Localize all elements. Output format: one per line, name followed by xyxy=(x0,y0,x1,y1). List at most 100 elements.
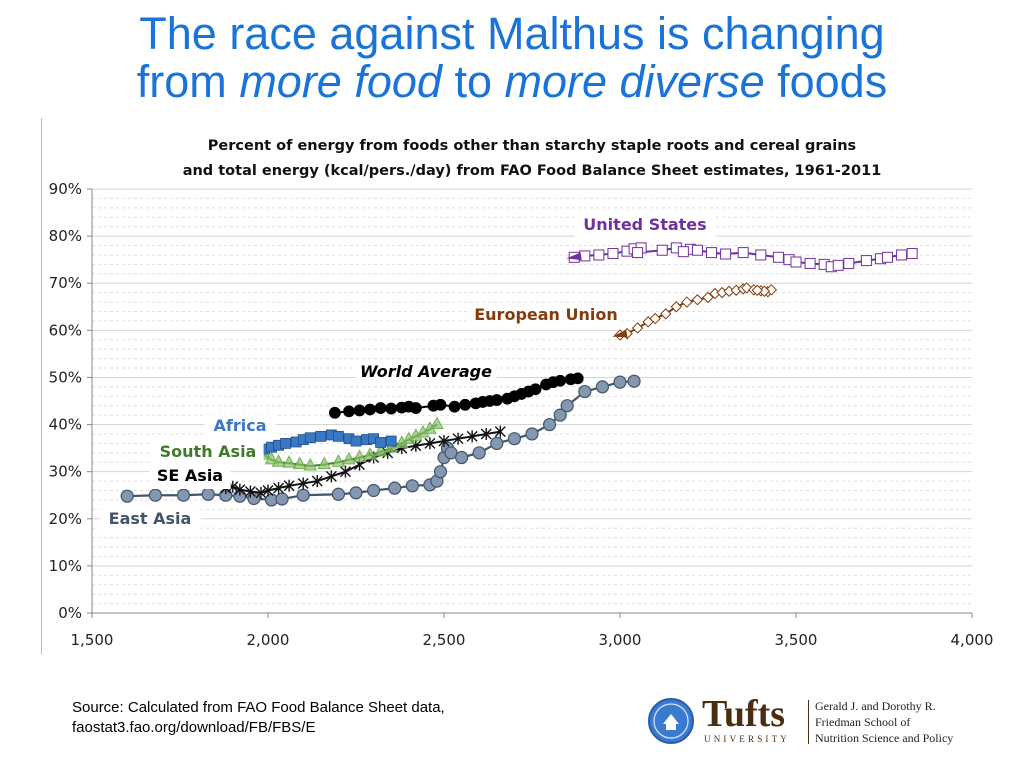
us-point xyxy=(882,251,894,263)
world-point xyxy=(434,398,447,411)
south_asia-point xyxy=(384,440,399,453)
school-line-3: Nutrition Science and Policy xyxy=(815,731,954,745)
title-line-1: The race against Malthus is changing xyxy=(139,8,885,59)
africa-point xyxy=(350,435,362,447)
east_asia-point xyxy=(120,489,134,503)
us-point xyxy=(593,249,605,261)
title-line-2: from more food to more diverse foods xyxy=(0,58,1024,106)
south_asia-point xyxy=(292,456,307,470)
axes: 0% 10% 20% 30% 40% 50% 60% 70% 80% 90% 1,500 2,000 2… xyxy=(49,180,994,649)
east_asia-point xyxy=(405,479,419,493)
se_asia-point xyxy=(325,470,337,483)
se_asia-point xyxy=(494,425,506,438)
x-tick-label: 2,500 xyxy=(423,631,466,649)
source-line-1: Source: Calculated from FAO Food Balance… xyxy=(72,699,445,716)
series-group xyxy=(120,242,918,507)
eu-arrow xyxy=(612,329,628,338)
east_asia-point xyxy=(275,492,289,506)
east_asia-point xyxy=(388,481,402,495)
y-tick-label: 60% xyxy=(49,321,82,339)
east_asia-point xyxy=(542,417,557,432)
us-point xyxy=(860,255,872,267)
south_asia-point xyxy=(331,454,346,467)
y-tick-label: 30% xyxy=(49,463,82,481)
africa-series xyxy=(259,429,397,455)
friedman-school-text: Gerald J. and Dorothy R. Friedman School… xyxy=(815,698,953,746)
south_asia-point xyxy=(303,457,318,471)
chart-title-line-2: and total energy (kcal/pers./day) from F… xyxy=(183,163,882,179)
eu-label: European Union xyxy=(474,305,618,324)
us-point xyxy=(843,257,855,269)
world-point xyxy=(554,374,567,387)
east_asia-point xyxy=(613,375,627,389)
world-series xyxy=(328,372,584,419)
se_asia-point xyxy=(283,479,295,492)
y-tick-label: 40% xyxy=(49,416,82,434)
east_asia-point xyxy=(367,483,381,498)
y-tick-label: 50% xyxy=(49,368,82,386)
south_asia-point xyxy=(264,451,279,465)
eu-point xyxy=(702,291,714,304)
x-tick-label: 3,500 xyxy=(775,631,818,649)
us-point xyxy=(832,259,844,271)
y-tick-label: 10% xyxy=(49,557,82,575)
world-point xyxy=(353,404,366,417)
south_asia-point xyxy=(271,454,286,467)
se_asia-point xyxy=(339,465,351,478)
se_asia-label-bg xyxy=(149,465,231,489)
x-tick-label: 4,000 xyxy=(951,631,994,649)
eu-point xyxy=(691,294,704,306)
world-point xyxy=(343,405,355,418)
eu-label-bg xyxy=(470,304,622,328)
series-labels: United States European Union World Average… xyxy=(99,214,716,532)
south_asia-point xyxy=(363,447,377,460)
africa-point xyxy=(315,430,327,442)
us-arrow xyxy=(566,252,582,261)
se_asia-point xyxy=(311,475,323,488)
se_asia-point xyxy=(424,437,436,450)
world-point xyxy=(448,400,461,413)
se_asia-label: SE Asia xyxy=(157,466,223,485)
us-label: United States xyxy=(583,215,706,234)
chart: 0% 10% 20% 30% 40% 50% 60% 70% 80% 90% 1,500 2,000 2… xyxy=(49,138,994,649)
world-point xyxy=(385,402,398,415)
east_asia-point xyxy=(525,427,539,441)
africa-point xyxy=(375,437,387,448)
x-tick-label: 2,000 xyxy=(247,631,290,649)
university-seal-icon xyxy=(648,698,694,744)
se_asia-point xyxy=(244,485,256,498)
eu-point xyxy=(670,301,683,313)
us-point xyxy=(906,248,918,260)
east_asia-point xyxy=(433,465,448,479)
y-tick-label: 20% xyxy=(49,510,82,528)
y-tick-label: 0% xyxy=(58,604,82,622)
world-point xyxy=(529,383,542,396)
us-point xyxy=(790,256,802,268)
south_asia-label-bg xyxy=(152,441,264,465)
se_asia-point xyxy=(255,486,267,499)
se_asia-point xyxy=(466,430,478,443)
se_asia-point xyxy=(273,482,285,495)
east_asia-point xyxy=(627,374,641,388)
se_asia-point xyxy=(438,435,450,448)
slide-title: The race against Malthus is changing fro… xyxy=(0,10,1024,106)
grid xyxy=(92,188,972,614)
us-point xyxy=(804,257,816,269)
south_asia-point xyxy=(373,443,388,457)
us-label-bg xyxy=(574,214,716,238)
x-tick-label: 1,500 xyxy=(71,631,114,649)
south_asia-point xyxy=(342,451,356,465)
world-point xyxy=(490,394,503,406)
south_asia-point xyxy=(352,449,367,463)
east_asia-point xyxy=(553,408,567,422)
tufts-wordmark: Tufts xyxy=(702,693,786,735)
title-more-diverse: more diverse xyxy=(504,56,765,107)
school-line-1: Gerald J. and Dorothy R. xyxy=(815,699,936,713)
title-from: from xyxy=(136,56,227,107)
source-note: Source: Calculated from FAO Food Balance… xyxy=(72,698,445,738)
east_asia-point xyxy=(455,450,469,465)
east_asia-point xyxy=(148,488,162,502)
world-label: World Average xyxy=(360,362,492,381)
africa-point xyxy=(280,437,292,449)
africa-point xyxy=(304,432,316,444)
